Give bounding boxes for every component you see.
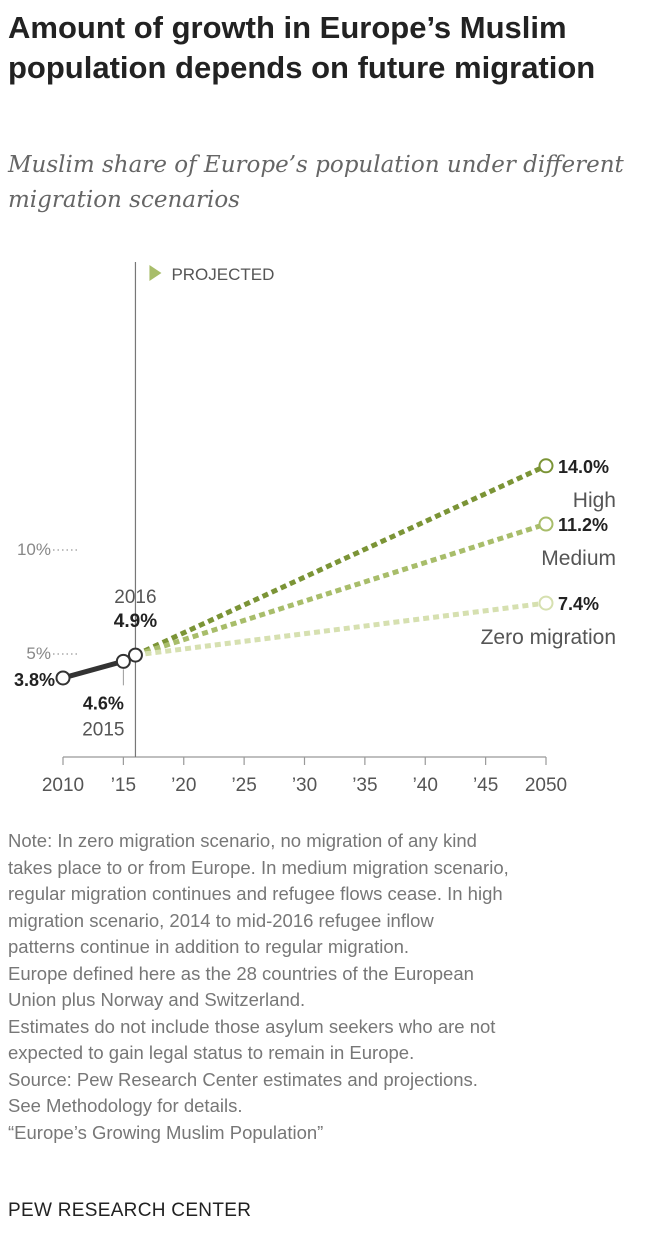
historical-point [55,670,71,686]
label-2015-value: 4.6% [83,693,124,713]
projected-triangle-icon [149,265,162,281]
note-line: takes place to or from Europe. In medium… [8,856,509,878]
note-line: Estimates do not include those asylum se… [8,1015,496,1037]
historical-point [115,653,131,669]
note-line: regular migration continues and refugee … [8,883,503,904]
x-tick-label: ’20 [171,775,196,796]
projection-end-value: 7.4% [558,594,599,614]
historical-point [127,647,143,663]
label-2010-value: 3.8% [14,670,55,690]
projection-series-name: Zero migration [481,626,616,649]
x-tick-label: ’30 [292,775,317,796]
note-line: patterns continue in addition to regular… [8,936,410,957]
note-line: See Methodology for details. [8,1095,243,1116]
line-chart: 2010 ’15 ’20 ’25 ’30 ’35 ’40 ’45 2050 5% 10% PROJEC… [14,262,616,796]
x-tick-label: ’35 [352,775,377,796]
note-line: Europe defined here as the 28 countries … [8,962,474,984]
source-footer: PEW RESEARCH CENTER [8,1200,252,1221]
projection-line-zero-migration [135,600,547,658]
x-tick-label: ’45 [473,775,498,796]
label-2016-year: 2016 [114,587,156,608]
projection-line-medium [134,521,547,658]
label-2016-value: 4.9% [114,611,157,632]
projection-end-point [538,458,554,474]
projection-line-high [134,463,548,658]
projection-end-point [538,516,554,532]
projection-end-value: 11.2% [558,515,608,535]
x-tick-label: ’25 [231,775,256,796]
note-line: expected to gain legal status to remain … [8,1042,415,1063]
projection-series-name: Medium [541,547,616,570]
x-tick-label: ’15 [111,775,136,796]
x-tick-label: ’40 [413,775,438,796]
projection-end-point [538,595,554,611]
x-tick-label: 2050 [525,775,567,796]
label-2015-year: 2015 [82,719,124,740]
note-line: Source: Pew Research Center estimates an… [8,1068,478,1090]
projected-label: PROJECTED [171,265,274,284]
note-line: migration scenario, 2014 to mid-2016 ref… [8,909,434,931]
note-line: “Europe’s Growing Muslim Population” [8,1121,324,1143]
note-line: Union plus Norway and Switzerland. [8,989,306,1010]
x-tick-label: 2010 [42,775,84,796]
projection-end-value: 14.0% [558,457,609,477]
y-tick-label: 5% [26,644,51,663]
y-tick-label: 10% [17,540,51,559]
note-line: Note: In zero migration scenario, no mig… [8,830,477,851]
chart-notes: Note: In zero migration scenario, no mig… [8,828,656,1146]
chart-title: Amount of growth in Europe’s Muslim popu… [8,10,596,85]
projection-series-name: High [573,489,616,512]
chart-subtitle: Muslim share of Europe’s population unde… [8,152,624,213]
